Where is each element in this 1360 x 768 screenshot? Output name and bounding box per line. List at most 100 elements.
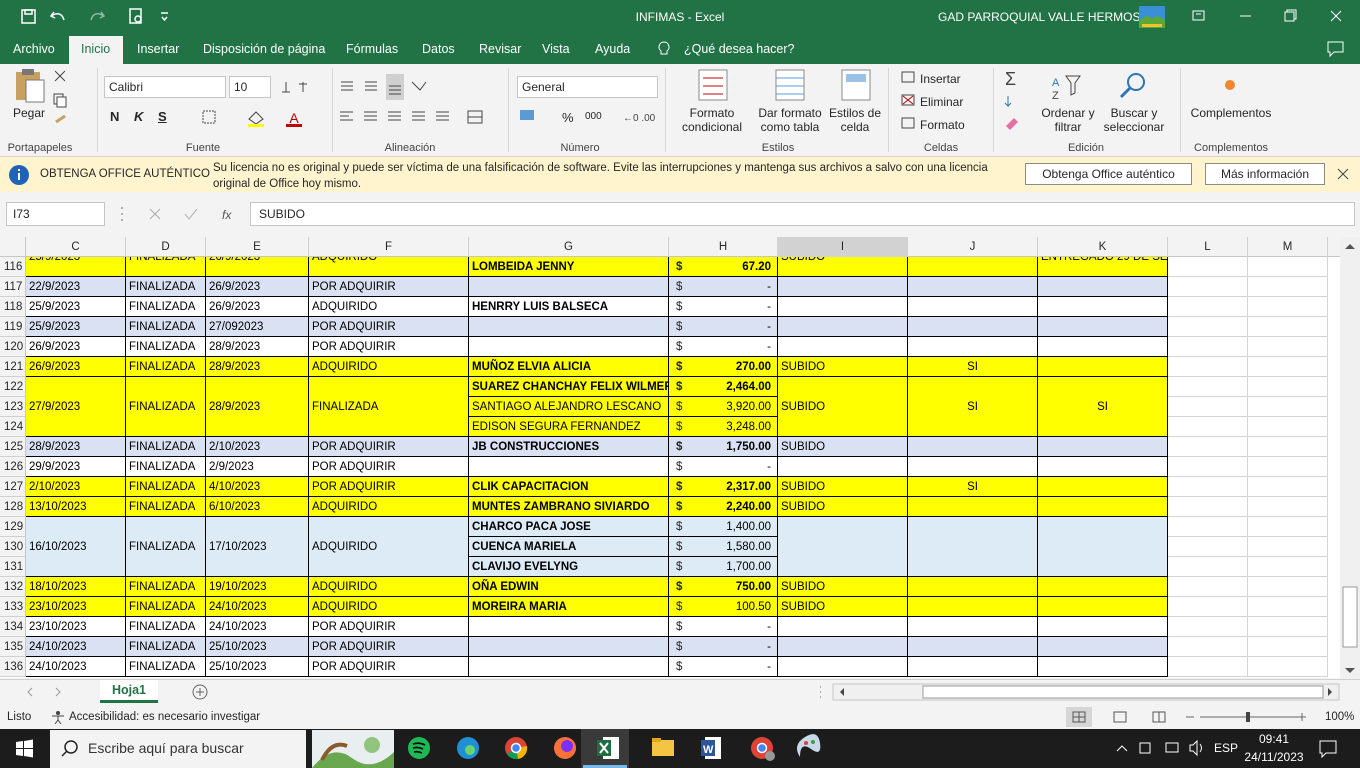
close-info[interactable]: [1336, 167, 1350, 181]
cell: -: [669, 457, 778, 477]
cell: 24/10/2023: [206, 617, 309, 637]
cell: FINALIZADA: [126, 657, 206, 677]
group-label: Edición: [1067, 142, 1105, 154]
cell: FINALIZADA: [126, 477, 206, 497]
vertical-scrollbar[interactable]: [1340, 237, 1360, 680]
cell-styles[interactable]: Estilos de celda: [829, 106, 881, 134]
currency-sign: $: [676, 621, 683, 633]
tab[interactable]: Revisar: [479, 42, 522, 56]
info-button[interactable]: Más información: [1205, 163, 1325, 185]
underline-button[interactable]: S: [158, 109, 167, 124]
tab[interactable]: Vista: [542, 42, 570, 56]
addins-button[interactable]: Complementos: [1190, 106, 1272, 120]
percent-button[interactable]: %: [562, 110, 574, 125]
cell: [1168, 537, 1248, 557]
info-message: Su licencia no es original y puede ser v…: [213, 160, 988, 192]
sheet-nav[interactable]: [20, 684, 220, 700]
cell: ADQUIRIDO: [309, 297, 469, 317]
account-name[interactable]: GAD PARROQUIAL VALLE HERMOSO: [938, 10, 1150, 24]
search-icon: [61, 740, 78, 757]
tab-active[interactable]: Inicio: [81, 42, 111, 56]
start-button[interactable]: [15, 739, 35, 759]
row-header: 129: [0, 517, 26, 537]
comments-icon[interactable]: [1326, 40, 1346, 58]
formula-box[interactable]: SUBIDO: [250, 202, 1355, 226]
sort-filter[interactable]: Ordenar y filtrar: [1041, 106, 1094, 134]
cell: [1248, 317, 1328, 337]
cell: 22/9/2023: [26, 277, 126, 297]
cell: [1038, 277, 1168, 297]
cell: [1168, 437, 1248, 457]
format-button[interactable]: Formato: [920, 118, 965, 132]
cell: [1248, 337, 1328, 357]
cell: 1,750.00: [669, 437, 778, 457]
view-controls[interactable]: [1066, 707, 1316, 727]
cell: CHARCO PACA JOSE: [469, 517, 669, 537]
horizontal-scrollbar[interactable]: [820, 683, 1340, 701]
cell: [1248, 657, 1328, 677]
cell: 2/9/2023: [206, 457, 309, 477]
thousands-button[interactable]: 000: [585, 111, 602, 122]
column-header: M: [1248, 237, 1328, 257]
message-line: original de Office hoy mismo.: [213, 178, 362, 190]
tab[interactable]: Disposición de página: [203, 42, 326, 56]
info-button[interactable]: Obtenga Office auténtico: [1025, 163, 1192, 185]
conditional-format[interactable]: Formato condicional: [682, 106, 742, 134]
taskbar-apps[interactable]: W: [400, 729, 840, 768]
name-box[interactable]: I73: [6, 202, 105, 226]
cell: [778, 617, 908, 637]
cell: EDISON SEGURA FERNANDEZ: [469, 417, 669, 437]
clock-date[interactable]: 24/11/2023: [1244, 750, 1304, 764]
insert-button[interactable]: Insertar: [920, 72, 961, 86]
cell: 26/9/2023: [206, 277, 309, 297]
format-as-table[interactable]: Dar formato como tabla: [758, 106, 821, 134]
input-language[interactable]: ESP: [1214, 741, 1239, 755]
cell: SUAREZ CHANCHAY FELIX WILMER: [469, 377, 669, 397]
cell: FINALIZADA: [126, 257, 206, 277]
window-controls[interactable]: [1180, 0, 1360, 32]
system-tray[interactable]: [1112, 737, 1212, 759]
cell: [1168, 297, 1248, 317]
delete-button[interactable]: Eliminar: [920, 95, 964, 109]
tab[interactable]: Archivo: [13, 42, 55, 56]
cell: 2,317.00: [669, 477, 778, 497]
find-select[interactable]: Buscar y seleccionar: [1104, 106, 1165, 134]
italic-button[interactable]: K: [134, 109, 144, 124]
currency-sign: $: [676, 641, 683, 653]
bold-button[interactable]: N: [110, 109, 120, 124]
font-name-box[interactable]: Calibri: [104, 76, 226, 98]
cell: [908, 497, 1038, 517]
title-bar: [0, 0, 1360, 64]
cell: [1248, 457, 1328, 477]
tab[interactable]: Insertar: [137, 42, 180, 56]
font-size-box[interactable]: 10: [229, 76, 271, 98]
cell: SANTIAGO ALEJANDRO LESCANO: [469, 397, 669, 417]
cell: [469, 637, 669, 657]
currency-sign: $: [676, 561, 683, 573]
search-box[interactable]: [50, 730, 306, 768]
tab[interactable]: Ayuda: [595, 42, 631, 56]
cell: POR ADQUIRIR: [309, 457, 469, 477]
number-format-box[interactable]: General: [517, 76, 658, 98]
cell: 27/092023: [206, 317, 309, 337]
clock-time[interactable]: 09:41: [1258, 732, 1290, 746]
cell: [908, 577, 1038, 597]
cell: [1038, 297, 1168, 317]
tab[interactable]: Datos: [422, 42, 455, 56]
sheet-tab[interactable]: Hoja1: [100, 680, 158, 703]
cell: FINALIZADA: [126, 597, 206, 617]
cell: [1168, 337, 1248, 357]
cell: [1168, 597, 1248, 617]
accessibility-status[interactable]: Accesibilidad: es necesario investigar: [69, 711, 261, 723]
account-avatar[interactable]: [1138, 4, 1166, 30]
notifications[interactable]: [1318, 739, 1338, 759]
tab[interactable]: Fórmulas: [346, 42, 399, 56]
currency-sign: $: [676, 441, 683, 453]
label-line: Buscar y: [1110, 106, 1158, 120]
cell: [1168, 657, 1248, 677]
paste-button[interactable]: Pegar: [12, 106, 46, 120]
cell: POR ADQUIRIR: [309, 437, 469, 457]
cell: 27/9/2023: [26, 377, 126, 437]
zoom-level[interactable]: 100%: [1325, 711, 1355, 723]
tell-me[interactable]: ¿Qué desea hacer?: [684, 42, 795, 56]
